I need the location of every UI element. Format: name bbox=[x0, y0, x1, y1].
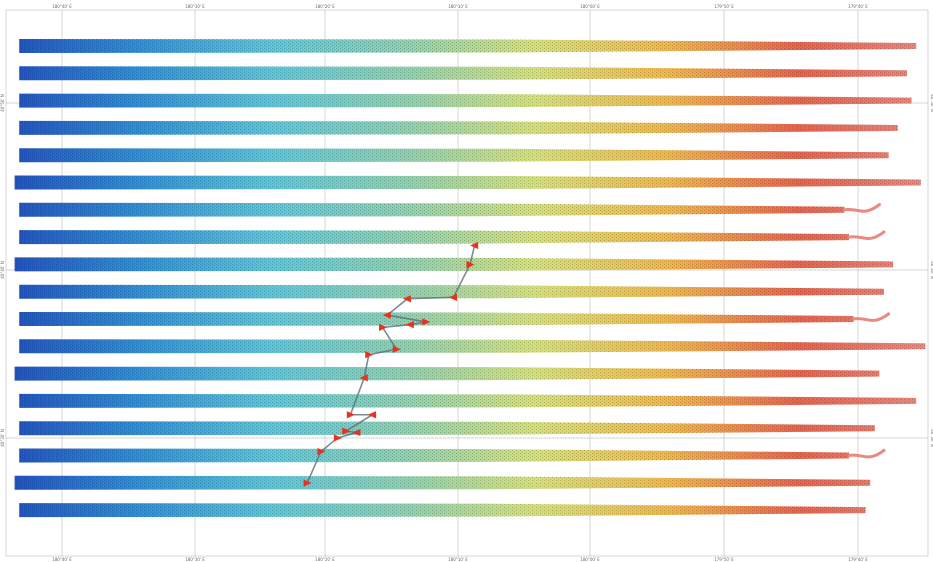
survey-strip bbox=[19, 312, 891, 326]
feature-markers bbox=[303, 241, 479, 487]
feature-marker bbox=[405, 321, 414, 329]
bottom-longitude-label: 179°50' E bbox=[714, 557, 734, 562]
survey-strip bbox=[19, 284, 884, 299]
feature-marker bbox=[448, 293, 458, 301]
feature-marker bbox=[470, 241, 479, 250]
strip-tail bbox=[842, 203, 881, 213]
left-latitude-label: 40°30' N bbox=[0, 429, 5, 447]
feature-marker bbox=[352, 428, 361, 437]
survey-strip bbox=[19, 503, 866, 518]
survey-strip bbox=[19, 93, 912, 108]
feature-marker bbox=[382, 311, 391, 319]
right-latitude-label: 40°30' N bbox=[930, 429, 933, 447]
feature-marker bbox=[359, 374, 368, 382]
top-longitude-label: 180°30' E bbox=[185, 4, 205, 9]
survey-strip bbox=[14, 366, 880, 381]
survey-strip bbox=[19, 66, 907, 81]
top-longitude-label: 180°10' E bbox=[448, 4, 468, 9]
survey-strip bbox=[19, 448, 886, 463]
coordinate-labels: 180°40' E 180°30' E 180°20' E 180°10' E 180°… bbox=[0, 4, 933, 562]
feature-marker bbox=[392, 345, 401, 353]
top-longitude-label: 179°50' E bbox=[714, 4, 734, 9]
survey-strip bbox=[19, 230, 886, 245]
right-latitude-label: 40°40' N bbox=[930, 261, 933, 279]
feature-trace bbox=[306, 245, 476, 484]
map-frame bbox=[5, 9, 929, 557]
feature-marker bbox=[317, 447, 326, 456]
feature-marker bbox=[346, 411, 355, 419]
left-latitude-label: 40°40' N bbox=[0, 261, 5, 279]
feature-marker bbox=[466, 260, 475, 269]
survey-strip bbox=[19, 421, 875, 436]
strip-tail bbox=[847, 230, 886, 241]
right-latitude-label: 40°50' N bbox=[930, 94, 933, 112]
feature-marker bbox=[333, 434, 343, 442]
survey-strip bbox=[19, 393, 917, 408]
strip-tail bbox=[847, 448, 886, 459]
survey-strip bbox=[19, 148, 889, 163]
top-longitude-label: 179°40' E bbox=[848, 4, 868, 9]
left-latitude-label: 40°50' N bbox=[0, 94, 5, 112]
top-longitude-label: 180°20' E bbox=[315, 4, 335, 9]
bottom-longitude-label: 180°20' E bbox=[315, 557, 335, 562]
survey-strip bbox=[14, 475, 871, 490]
survey-strip bbox=[14, 257, 894, 272]
top-longitude-label: 180°40' E bbox=[52, 4, 72, 9]
feature-marker bbox=[365, 351, 374, 359]
bottom-longitude-label: 180°00' E bbox=[580, 557, 600, 562]
feature-marker bbox=[402, 295, 412, 303]
bottom-longitude-label: 179°40' E bbox=[848, 557, 868, 562]
feature-marker bbox=[422, 318, 431, 326]
survey-strips bbox=[14, 39, 926, 518]
strip-tail bbox=[852, 312, 891, 322]
bottom-longitude-label: 180°10' E bbox=[448, 557, 468, 562]
graticule bbox=[6, 10, 928, 556]
feature-marker bbox=[379, 323, 388, 331]
bottom-longitude-label: 180°30' E bbox=[185, 557, 205, 562]
survey-strip bbox=[19, 339, 926, 354]
feature-marker bbox=[303, 479, 312, 487]
feature-marker bbox=[367, 411, 377, 419]
survey-strip bbox=[19, 39, 917, 53]
bottom-longitude-label: 180°40' E bbox=[52, 557, 72, 562]
survey-strip bbox=[19, 120, 898, 135]
top-longitude-label: 180°00' E bbox=[580, 4, 600, 9]
survey-strip bbox=[19, 202, 881, 217]
survey-strip bbox=[14, 175, 921, 190]
feature-marker bbox=[342, 427, 351, 435]
